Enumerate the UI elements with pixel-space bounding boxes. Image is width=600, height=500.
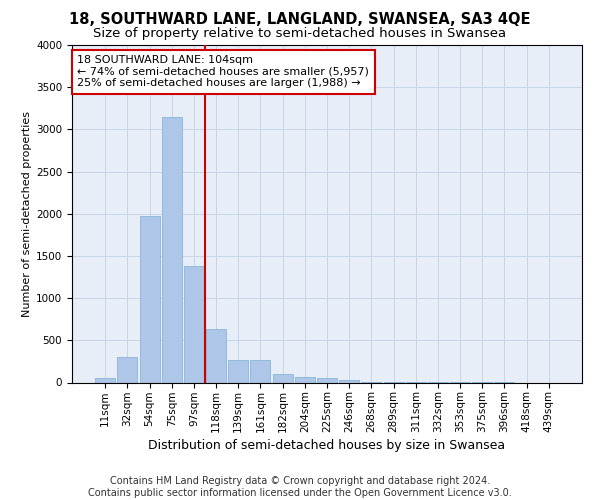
- Bar: [339, 380, 359, 382]
- Text: 18, SOUTHWARD LANE, LANGLAND, SWANSEA, SA3 4QE: 18, SOUTHWARD LANE, LANGLAND, SWANSEA, S…: [69, 12, 531, 28]
- Bar: [228, 360, 248, 382]
- Bar: [118, 357, 137, 382]
- Y-axis label: Number of semi-detached properties: Number of semi-detached properties: [22, 111, 32, 317]
- X-axis label: Distribution of semi-detached houses by size in Swansea: Distribution of semi-detached houses by …: [148, 439, 506, 452]
- Bar: [272, 374, 293, 382]
- Bar: [295, 377, 315, 382]
- Text: 18 SOUTHWARD LANE: 104sqm
← 74% of semi-detached houses are smaller (5,957)
25% : 18 SOUTHWARD LANE: 104sqm ← 74% of semi-…: [77, 55, 369, 88]
- Bar: [317, 378, 337, 382]
- Bar: [162, 116, 182, 382]
- Bar: [140, 216, 160, 382]
- Bar: [95, 378, 115, 382]
- Text: Size of property relative to semi-detached houses in Swansea: Size of property relative to semi-detach…: [94, 28, 506, 40]
- Bar: [250, 360, 271, 382]
- Bar: [184, 266, 204, 382]
- Bar: [206, 330, 226, 382]
- Text: Contains HM Land Registry data © Crown copyright and database right 2024.
Contai: Contains HM Land Registry data © Crown c…: [88, 476, 512, 498]
